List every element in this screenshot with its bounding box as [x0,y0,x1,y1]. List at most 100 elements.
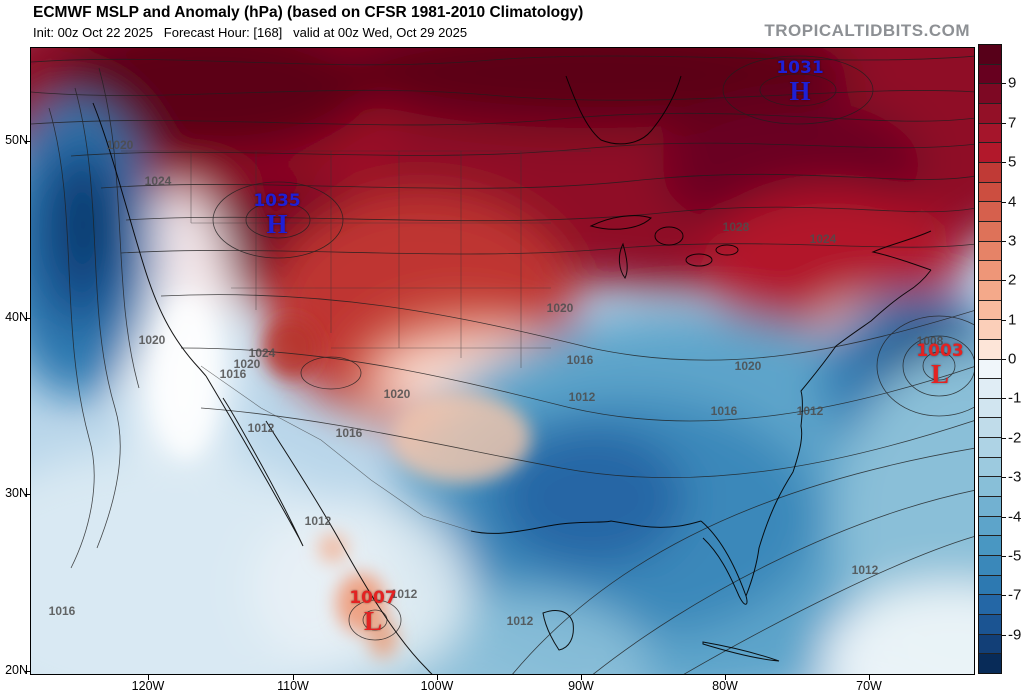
colorbar-segment [979,555,1001,575]
lon-tick-mark [725,675,726,680]
isobar-value-label: 1020 [106,138,134,152]
colorbar-tick-label: -9 [1008,626,1022,644]
colorbar-tick-mark [1002,477,1006,479]
colorbar-tick-mark [1002,437,1006,439]
lon-tick-mark [437,675,438,680]
colorbar-segment [979,535,1001,556]
colorbar-tick-label: -3 [1008,468,1022,486]
colorbar-segment [979,397,1001,418]
lon-axis-label: 70W [856,679,882,693]
isobar-value-label: 1024 [248,346,276,360]
colorbar-segment [979,161,1001,182]
colorbar-segment [979,122,1001,143]
isobar-value-label: 1020 [233,357,261,371]
colorbar-tick-mark [1002,516,1006,518]
colorbar-tick-mark [1002,595,1006,597]
lon-tick-mark [581,675,582,680]
isobar-value-label: 1016 [48,604,76,618]
pressure-value: 1035 [253,191,301,211]
coastlines [92,75,932,674]
pressure-value: 1007 [349,588,397,608]
colorbar-segment [979,102,1001,123]
lat-axis-label: 20N [5,663,28,677]
lon-tick-mark [869,675,870,680]
colorbar-tick-label: 3 [1008,232,1017,250]
lon-tick-mark [148,675,149,680]
isobar-value-label: 1016 [335,426,363,440]
lat-axis-label: 30N [5,486,28,500]
state-borders [121,150,591,532]
colorbar-segment [979,417,1001,438]
colorbar-tick-label: -4 [1008,508,1022,525]
colorbar-segment [979,83,1001,103]
isobar-value-label: 1012 [851,563,879,577]
colorbar-tick-label: 9 [1008,74,1017,92]
colorbar-segment [979,515,1001,536]
colorbar-tick-mark [1002,240,1006,242]
colorbar-tick-mark [1002,280,1006,282]
map-canvas [30,47,975,675]
colorbar-segment [979,456,1001,477]
colorbar-segment [979,63,1001,84]
isobar-value-label: 1008 [916,334,944,348]
pressure-letter: L [930,359,950,389]
isobar-value-label: 1024 [809,232,837,246]
colorbar-tick-label: -1 [1008,389,1022,407]
colorbar-segment [979,496,1001,516]
init-forecast-line: Init: 00z Oct 22 2025 Forecast Hour: [16… [33,25,468,40]
lon-axis-label: 100W [420,679,454,693]
lat-tick-mark [25,671,30,672]
isobar-value-label: 1016 [566,353,594,367]
colorbar-segment [979,319,1001,339]
anomaly-colorbar [978,44,1002,674]
isobar-value-label: 1012 [247,421,275,435]
pressure-value: 1031 [776,58,824,78]
lat-tick-mark [25,318,30,319]
lon-axis-label: 110W [277,679,309,693]
lat-tick-mark [25,494,30,495]
pressure-value: 1003 [916,341,964,361]
isobar-value-label: 1012 [390,587,418,601]
lon-axis-label: 90W [568,679,594,693]
isobar-value-label: 1012 [304,514,332,528]
colorbar-segment [979,378,1001,398]
pressure-center-h1035: 1035 H [253,193,300,238]
colorbar-tick-mark [1002,555,1006,557]
colorbar-segment [979,142,1001,162]
pressure-letter: L [363,606,383,636]
pressure-center-l1003: 1003 L [916,343,963,388]
colorbar-segment [979,594,1001,615]
isobar-value-label: 1020 [546,301,574,315]
colorbar-segment [979,299,1001,320]
pressure-center-l1007: 1007 L [349,590,396,635]
colorbar-tick-label: 7 [1008,114,1017,132]
colorbar-tick-mark [1002,162,1006,164]
lat-tick-mark [25,141,30,142]
colorbar-segment [979,614,1001,634]
lon-tick-mark [293,675,294,680]
colorbar-segment [979,653,1001,673]
colorbar-tick-label: 1 [1008,311,1017,329]
pressure-center-h1031: 1031 H [776,60,823,105]
isobar-value-label: 1020 [734,359,762,373]
colorbar-tick-label: -7 [1008,586,1022,604]
colorbar-tick-mark [1002,83,1006,85]
colorbar-segment [979,260,1001,280]
colorbar-segment [979,633,1001,654]
isobar-value-label: 1016 [710,404,738,418]
colorbar-tick-label: 2 [1008,271,1017,289]
isobar-value-label: 1012 [506,614,534,628]
isobar-value-label: 1024 [144,174,172,188]
colorbar-tick-mark [1002,634,1006,636]
pressure-letter: H [789,76,811,106]
colorbar-segment [979,476,1001,497]
isobar-contours [31,55,974,674]
page-title: ECMWF MSLP and Anomaly (hPa) (based on C… [33,4,584,21]
colorbar-segment [979,220,1001,241]
colorbar-tick-mark [1002,122,1006,124]
colorbar-tick-mark [1002,319,1006,321]
isobar-value-label: 1020 [383,387,411,401]
lat-axis-label: 50N [5,133,28,147]
pressure-letter: H [266,209,288,239]
colorbar-segment [979,338,1001,359]
